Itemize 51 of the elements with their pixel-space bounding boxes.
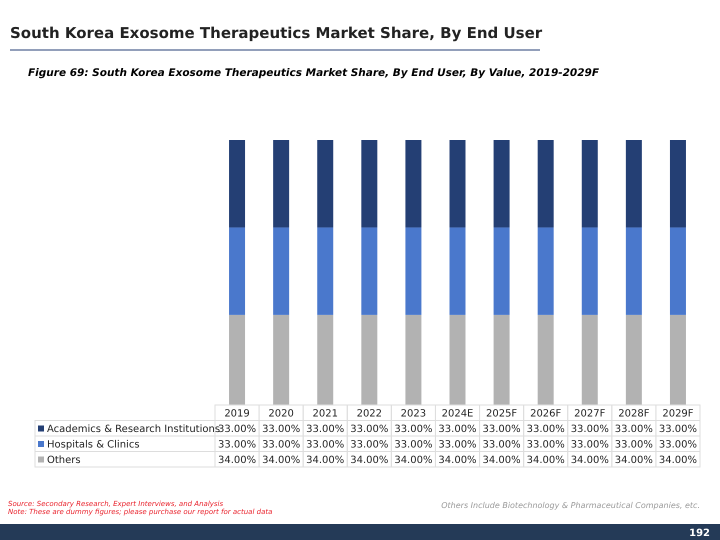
data-label: 33.00% [306,440,344,450]
x-tick-label: 2022 [356,408,382,420]
data-label: 34.00% [394,455,432,466]
data-label: 33.00% [570,424,609,435]
data-label: 34.00% [350,455,388,466]
data-label: 34.00% [262,455,300,466]
data-label: 33.00% [306,424,344,435]
x-tick-label: 2021 [312,408,338,420]
legend-label: Academics & Research Institutions [47,424,220,435]
data-label: 34.00% [614,455,653,466]
x-tick-label: 2025F [486,408,518,420]
legend-label: Hospitals & Clinics [47,440,140,450]
data-label: 34.00% [482,455,521,466]
data-label: 33.00% [614,440,653,450]
x-tick-label: 2028F [618,408,650,420]
data-label: 33.00% [394,440,432,450]
data-label: 33.00% [614,424,653,435]
data-label: 33.00% [482,440,521,450]
text: 192 [689,528,710,539]
text: Others Include Biotechnology & Pharmaceutical Companies, etc. [441,501,700,510]
data-label: 33.00% [262,424,300,435]
x-tick-label: 2029F [662,408,694,420]
data-label: 33.00% [394,424,432,435]
data-label: 33.00% [218,424,256,435]
x-tick-label: 2019 [224,408,250,420]
x-tick-label: 2020 [268,408,294,420]
data-label: 33.00% [438,440,477,450]
data-label: 34.00% [570,455,609,466]
data-label: 33.00% [526,424,565,435]
x-tick-label: 2027F [574,408,606,420]
chart-subtitle: Figure 69: South Korea Exosome Therapeutics Market Share, By End User, By Value, 2019-2029F [28,67,600,79]
data-label: 33.00% [658,440,698,450]
data-label: 33.00% [658,424,698,435]
data-label: 34.00% [526,455,565,466]
data-label: 34.00% [306,455,344,466]
data-label: 33.00% [218,440,256,450]
data-label: 34.00% [218,455,256,466]
data-label: 34.00% [438,455,477,466]
data-label: 34.00% [658,455,698,466]
x-tick-label: 2023 [400,408,426,420]
data-label: 33.00% [526,440,565,450]
legend-label: Others [47,455,81,466]
data-label: 33.00% [482,424,521,435]
x-tick-label: 2026F [530,408,562,420]
data-label: 33.00% [438,424,477,435]
chart-title: South Korea Exosome Therapeutics Market Share, By End User [10,24,543,42]
data-label: 33.00% [570,440,609,450]
x-tick-label: 2024E [442,408,474,420]
data-label: 33.00% [262,440,300,450]
data-label: 33.00% [350,424,388,435]
data-label: 33.00% [350,440,388,450]
